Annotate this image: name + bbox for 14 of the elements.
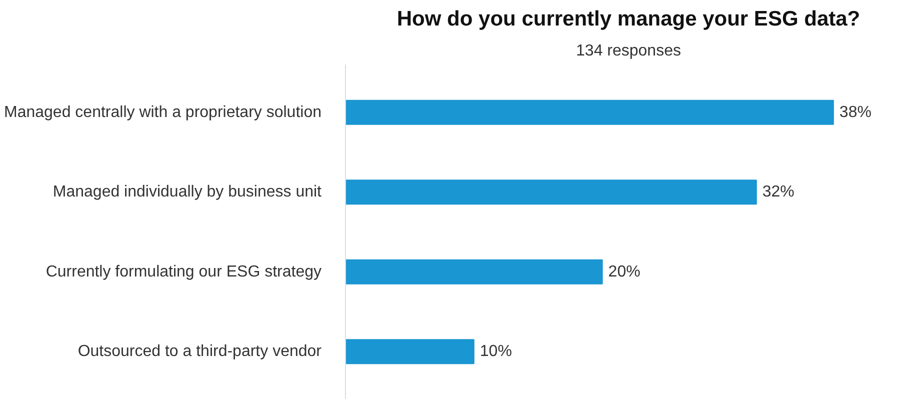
bar	[346, 180, 757, 205]
y-tick-label: Outsourced to a third-party vendor	[78, 343, 322, 360]
bar	[346, 259, 603, 284]
bar	[346, 100, 834, 125]
data-label: 38%	[839, 104, 872, 121]
data-label: 32%	[762, 184, 794, 201]
data-label: 20%	[608, 263, 640, 280]
data-label: 10%	[480, 343, 512, 360]
chart-subtitle: 134 responses	[576, 42, 681, 60]
y-tick-label: Managed individually by business unit	[52, 184, 322, 201]
bar	[346, 339, 474, 364]
y-tick-label: Managed centrally with a proprietary solution	[4, 104, 322, 121]
y-tick-label: Currently formulating our ESG strategy	[46, 263, 322, 280]
chart-title: How do you currently manage your ESG data?	[396, 8, 860, 30]
